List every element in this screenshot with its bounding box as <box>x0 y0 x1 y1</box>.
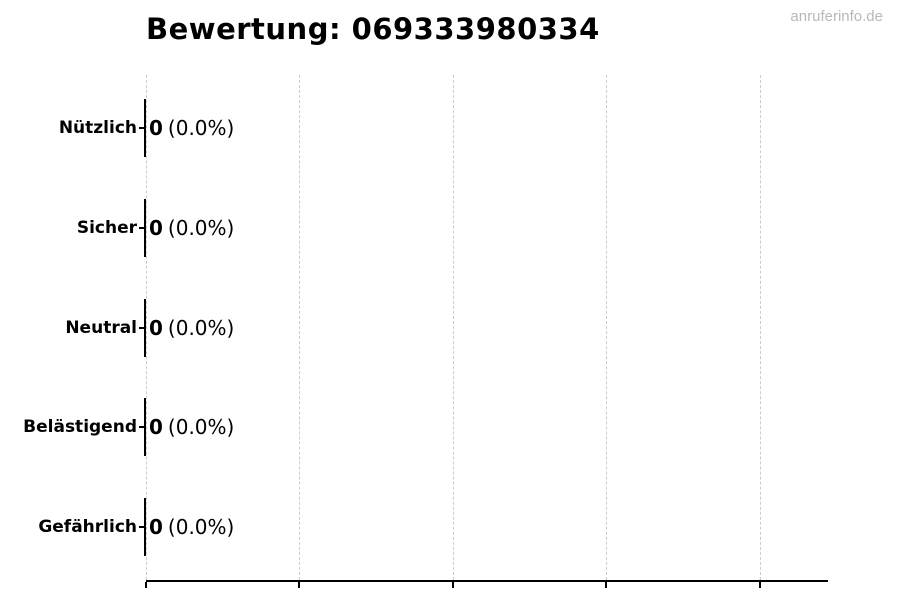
bar-value-label: 0 (0.0%) <box>149 415 234 439</box>
gridline <box>759 75 761 580</box>
x-axis-tick <box>145 582 147 588</box>
x-axis-tick <box>758 582 761 588</box>
gridline <box>299 75 301 580</box>
x-axis-tick <box>451 582 454 588</box>
bar-outline <box>144 198 146 257</box>
bar-value: 0 <box>149 116 163 140</box>
bar-value-label: 0 (0.0%) <box>149 316 234 340</box>
bar-percent: (0.0%) <box>167 215 235 240</box>
bar-outline <box>144 398 146 457</box>
y-axis-tick <box>139 526 145 528</box>
chart-title: Bewertung: 069333980334 <box>146 12 600 46</box>
y-axis-tick <box>139 426 145 429</box>
plot-area <box>145 75 828 588</box>
category-label: Sicher <box>76 217 137 238</box>
bar-outline <box>144 498 146 556</box>
x-axis-tick <box>605 582 608 588</box>
gridline <box>146 75 147 580</box>
bar-percent: (0.0%) <box>167 315 235 340</box>
gridline <box>452 75 454 580</box>
bar-percent: (0.0%) <box>167 116 235 140</box>
bar-value-label: 0 (0.0%) <box>149 216 234 240</box>
bar-value-label: 0 (0.0%) <box>149 116 234 140</box>
category-label: Gefährlich <box>38 517 137 537</box>
category-label: Nützlich <box>58 118 137 138</box>
bar-value-label: 0 (0.0%) <box>149 515 234 539</box>
y-axis-tick <box>139 326 145 329</box>
bar-value: 0 <box>149 315 163 340</box>
x-axis-tick <box>298 582 301 588</box>
bar-value: 0 <box>149 415 163 440</box>
bar-percent: (0.0%) <box>167 415 235 440</box>
category-label: Belästigend <box>23 417 137 438</box>
bar-value: 0 <box>149 515 163 539</box>
watermark-text: anruferinfo.de <box>790 8 883 25</box>
bar-outline <box>144 298 146 357</box>
bar-outline <box>144 99 146 157</box>
y-axis-tick <box>139 127 145 129</box>
y-axis-tick <box>139 226 145 229</box>
category-label: Neutral <box>65 317 137 338</box>
bar-percent: (0.0%) <box>167 515 235 539</box>
bar-value: 0 <box>149 215 163 240</box>
gridline <box>606 75 608 580</box>
